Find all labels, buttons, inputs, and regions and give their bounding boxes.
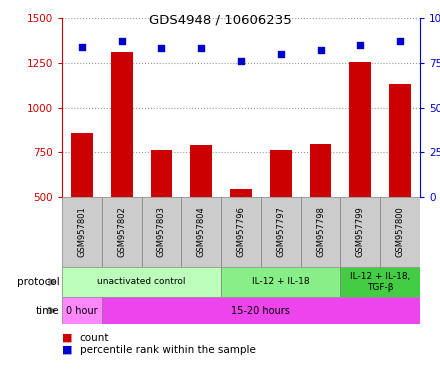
Bar	[261, 197, 301, 267]
Bar	[111, 52, 132, 197]
Bar	[389, 84, 411, 197]
Bar	[62, 267, 221, 297]
Text: GSM957804: GSM957804	[197, 207, 206, 257]
Bar	[230, 189, 252, 197]
Text: time: time	[36, 306, 60, 316]
Bar	[150, 151, 172, 197]
Bar	[142, 197, 181, 267]
Bar	[270, 151, 292, 197]
Bar	[221, 197, 261, 267]
Bar	[62, 297, 102, 324]
Text: GSM957798: GSM957798	[316, 207, 325, 257]
Text: IL-12 + IL-18: IL-12 + IL-18	[252, 278, 310, 286]
Text: percentile rank within the sample: percentile rank within the sample	[80, 345, 256, 355]
Text: GSM957802: GSM957802	[117, 207, 126, 257]
Bar	[102, 197, 142, 267]
Bar	[190, 145, 212, 197]
Text: ■: ■	[62, 345, 73, 355]
Text: IL-12 + IL-18,
TGF-β: IL-12 + IL-18, TGF-β	[350, 272, 411, 292]
Point	[118, 38, 125, 44]
Text: GSM957801: GSM957801	[77, 207, 86, 257]
Bar	[102, 297, 420, 324]
Bar	[71, 132, 93, 197]
Text: protocol: protocol	[17, 277, 60, 287]
Point	[78, 43, 85, 50]
Text: GSM957803: GSM957803	[157, 207, 166, 257]
Bar	[349, 62, 371, 197]
Text: GSM957796: GSM957796	[237, 207, 246, 257]
Text: GSM957797: GSM957797	[276, 207, 285, 257]
Bar	[341, 267, 420, 297]
Bar	[341, 197, 380, 267]
Bar	[62, 197, 102, 267]
Bar	[221, 267, 341, 297]
Bar	[380, 197, 420, 267]
Point	[198, 45, 205, 51]
Bar	[310, 144, 331, 197]
Point	[238, 58, 245, 64]
Bar	[181, 197, 221, 267]
Point	[357, 42, 364, 48]
Text: count: count	[80, 333, 109, 343]
Bar	[301, 197, 341, 267]
Text: GDS4948 / 10606235: GDS4948 / 10606235	[149, 13, 291, 26]
Text: 15-20 hours: 15-20 hours	[231, 306, 290, 316]
Point	[317, 47, 324, 53]
Text: ■: ■	[62, 333, 73, 343]
Text: unactivated control: unactivated control	[97, 278, 186, 286]
Text: GSM957799: GSM957799	[356, 207, 365, 257]
Point	[396, 38, 403, 44]
Point	[277, 51, 284, 57]
Point	[158, 45, 165, 51]
Text: GSM957800: GSM957800	[396, 207, 405, 257]
Text: 0 hour: 0 hour	[66, 306, 98, 316]
